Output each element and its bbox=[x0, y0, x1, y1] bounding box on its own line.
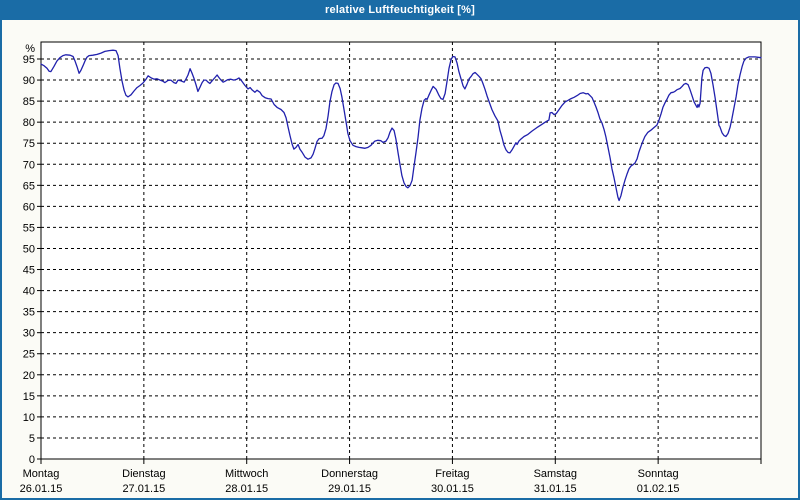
y-tick-label: 20 bbox=[23, 370, 35, 382]
x-date-label: 01.02.15 bbox=[637, 483, 680, 495]
y-tick-label: 80 bbox=[23, 117, 35, 129]
y-tick-label: 10 bbox=[23, 412, 35, 424]
y-tick-label: 60 bbox=[23, 201, 35, 213]
y-tick-label: 5 bbox=[29, 433, 35, 445]
x-day-label: Montag bbox=[23, 468, 60, 480]
y-tick-label: 95 bbox=[23, 54, 35, 66]
y-axis-unit-label: % bbox=[25, 43, 35, 55]
y-tick-label: 35 bbox=[23, 307, 35, 319]
x-day-label: Freitag bbox=[435, 468, 469, 480]
y-tick-label: 85 bbox=[23, 96, 35, 108]
y-tick-label: 70 bbox=[23, 159, 35, 171]
x-date-label: 27.01.15 bbox=[122, 483, 165, 495]
y-tick-label: 90 bbox=[23, 75, 35, 87]
gridlines bbox=[41, 42, 761, 459]
axis-labels: 0 5 10 15 20 25 30 35 40 45 50 55 60 65 70 75 80 85 90 95% M… bbox=[20, 43, 680, 495]
y-tick-label: 45 bbox=[23, 265, 35, 277]
y-tick-label: 30 bbox=[23, 328, 35, 340]
x-date-label: 30.01.15 bbox=[431, 483, 474, 495]
title-bar: relative Luftfeuchtigkeit [%] bbox=[0, 0, 800, 20]
x-date-label: 28.01.15 bbox=[225, 483, 268, 495]
y-tick-label: 75 bbox=[23, 138, 35, 150]
humidity-line bbox=[40, 49, 762, 202]
x-day-label: Mittwoch bbox=[225, 468, 268, 480]
y-tick-label: 65 bbox=[23, 180, 35, 192]
x-date-label: 31.01.15 bbox=[534, 483, 577, 495]
x-day-label: Dienstag bbox=[122, 468, 165, 480]
y-tick-label: 15 bbox=[23, 391, 35, 403]
chart-title: relative Luftfeuchtigkeit [%] bbox=[324, 4, 476, 16]
axis-ticks bbox=[37, 58, 762, 464]
y-tick-label: 0 bbox=[29, 454, 35, 466]
x-day-label: Donnerstag bbox=[321, 468, 378, 480]
x-date-label: 29.01.15 bbox=[328, 483, 371, 495]
y-tick-label: 55 bbox=[23, 222, 35, 234]
plot-area bbox=[40, 41, 762, 460]
y-tick-label: 50 bbox=[23, 243, 35, 255]
y-tick-label: 25 bbox=[23, 349, 35, 361]
y-tick-label: 40 bbox=[23, 286, 35, 298]
x-day-label: Sonntag bbox=[638, 468, 679, 480]
x-date-label: 26.01.15 bbox=[20, 483, 63, 495]
x-day-label: Samstag bbox=[534, 468, 577, 480]
